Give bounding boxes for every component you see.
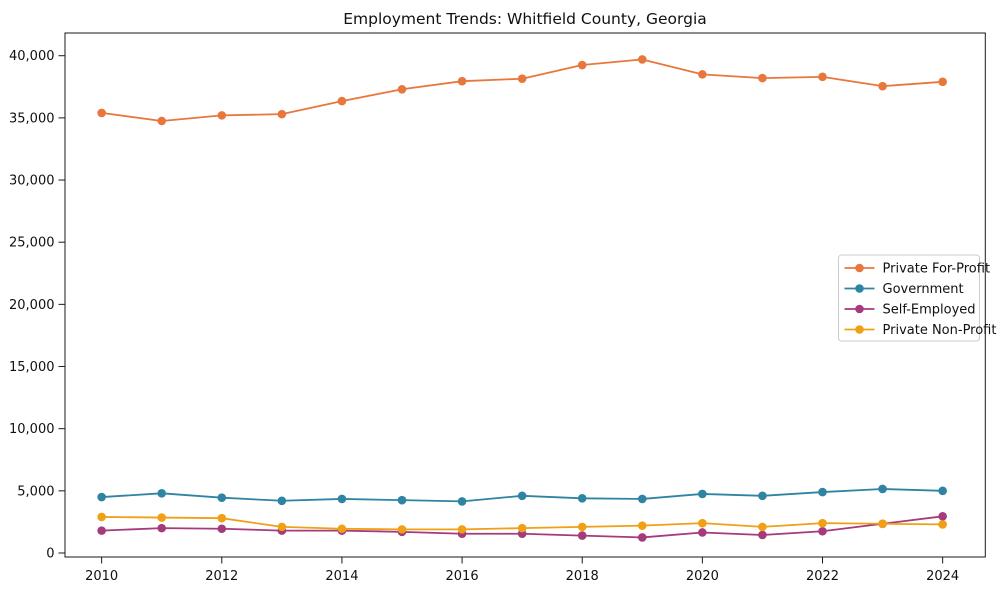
- data-point-self-employed: [217, 524, 227, 534]
- data-point-private-non-profit: [637, 521, 647, 530]
- y-tick-label: 0: [46, 546, 54, 561]
- data-point-government: [517, 491, 527, 501]
- data-point-private-non-profit: [457, 525, 467, 534]
- data-point-government: [878, 484, 887, 494]
- data-point-self-employed: [157, 523, 167, 533]
- data-point-government: [397, 495, 407, 505]
- data-point-private-for-profit: [577, 60, 587, 70]
- data-point-private-for-profit: [758, 73, 767, 83]
- x-tick-label: 2022: [806, 569, 839, 584]
- data-point-private-non-profit: [758, 522, 767, 532]
- data-point-government: [97, 492, 106, 502]
- legend-label-government: Government: [883, 282, 964, 297]
- data-point-private-non-profit: [397, 525, 407, 534]
- data-point-private-for-profit: [818, 72, 827, 82]
- x-tick-label: 2018: [566, 569, 599, 584]
- legend-box: [838, 254, 980, 342]
- x-tick-label: 2016: [446, 569, 479, 584]
- data-point-government: [938, 486, 947, 496]
- legend-label-self-employed: Self-Employed: [883, 303, 976, 318]
- legend-marker-private-non-profit: [855, 325, 864, 334]
- x-tick-label: 2012: [205, 569, 238, 584]
- legend-marker-government: [855, 284, 864, 293]
- y-tick-label: 30,000: [9, 174, 55, 189]
- data-point-private-non-profit: [698, 518, 707, 528]
- data-point-private-for-profit: [878, 81, 887, 91]
- y-tick-label: 15,000: [9, 360, 55, 375]
- data-point-government: [217, 493, 227, 502]
- series-line-private-for-profit: [101, 58, 943, 122]
- x-tick-label: 2024: [926, 569, 959, 584]
- data-point-government: [758, 491, 767, 501]
- y-tick-label: 40,000: [9, 49, 55, 64]
- y-tick-label: 5,000: [17, 484, 54, 499]
- y-tick-label: 35,000: [9, 111, 55, 126]
- plot-border: [64, 32, 986, 558]
- data-point-government: [577, 493, 587, 503]
- y-tick-label: 25,000: [9, 236, 55, 251]
- data-point-private-for-profit: [277, 109, 287, 119]
- data-point-self-employed: [97, 526, 106, 535]
- data-point-self-employed: [698, 528, 707, 537]
- data-point-private-for-profit: [217, 111, 227, 120]
- x-tick-label: 2010: [85, 569, 118, 584]
- data-point-private-non-profit: [157, 513, 167, 522]
- legend-label-private-non-profit: Private Non-Profit: [883, 323, 997, 338]
- data-point-private-for-profit: [457, 76, 467, 86]
- data-point-private-non-profit: [97, 512, 106, 522]
- y-tick-label: 20,000: [9, 298, 55, 313]
- data-point-private-non-profit: [878, 519, 887, 529]
- data-point-private-for-profit: [97, 108, 106, 118]
- data-point-private-for-profit: [517, 74, 527, 84]
- data-point-private-non-profit: [818, 518, 827, 528]
- data-point-private-non-profit: [577, 522, 587, 532]
- data-point-self-employed: [577, 531, 587, 540]
- data-point-government: [277, 496, 287, 506]
- data-point-self-employed: [938, 512, 947, 521]
- chart-title: Employment Trends: Whitfield County, Geo…: [343, 10, 707, 28]
- data-point-self-employed: [637, 533, 647, 542]
- data-point-private-for-profit: [698, 70, 707, 79]
- data-point-government: [818, 487, 827, 497]
- x-tick-label: 2014: [325, 569, 358, 584]
- data-point-private-for-profit: [637, 55, 647, 64]
- y-tick-label: 10,000: [9, 422, 55, 437]
- data-point-private-non-profit: [337, 524, 347, 534]
- legend-marker-private-for-profit: [855, 263, 864, 273]
- plot-area: 0 5,000 10,000 15,000 20,000 25,000 30,000 35,0…: [9, 32, 997, 584]
- data-point-private-non-profit: [217, 513, 227, 523]
- legend-label-private-for-profit: Private For-Profit: [883, 262, 991, 277]
- data-point-private-for-profit: [337, 96, 347, 106]
- data-point-self-employed: [818, 526, 827, 536]
- data-point-government: [157, 489, 167, 498]
- data-point-private-for-profit: [938, 77, 947, 87]
- data-point-government: [457, 497, 467, 506]
- data-point-private-non-profit: [517, 523, 527, 533]
- data-point-self-employed: [758, 530, 767, 540]
- legend-marker-self-employed: [855, 304, 864, 314]
- data-point-government: [637, 494, 647, 504]
- data-point-government: [337, 494, 347, 504]
- data-point-private-non-profit: [277, 522, 287, 532]
- x-tick-label: 2020: [686, 569, 719, 584]
- data-point-private-non-profit: [938, 520, 947, 529]
- data-point-government: [698, 489, 707, 499]
- data-point-private-for-profit: [397, 84, 407, 94]
- data-point-private-for-profit: [157, 116, 167, 126]
